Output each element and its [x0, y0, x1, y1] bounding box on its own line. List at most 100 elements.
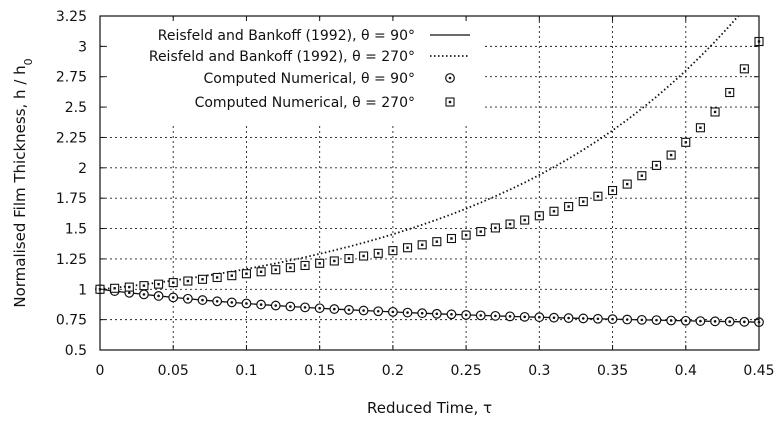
- circle-marker: [387, 306, 398, 317]
- square-marker: [373, 248, 383, 258]
- square-marker: [359, 251, 369, 261]
- circle-marker: [139, 289, 149, 300]
- square-marker: [154, 279, 164, 289]
- axis-ticks: 0 0.05 0.1 0.15 0.2 0.25 0.3 0.35 0.4 0.45 0.5 0.75…: [56, 9, 775, 379]
- square-marker: [549, 206, 559, 216]
- square-marker: [388, 246, 398, 256]
- square-marker: [608, 185, 618, 196]
- circle-marker: [417, 308, 428, 319]
- plot-frame: [99, 15, 760, 351]
- circle-marker: [285, 301, 296, 312]
- square-marker: [300, 260, 310, 271]
- x-tick-label: 0.45: [743, 363, 774, 379]
- square-marker: [344, 253, 354, 264]
- circle-marker: [490, 310, 501, 321]
- x-tick-label: 0.1: [235, 363, 257, 379]
- circle-marker: [695, 316, 706, 326]
- circle-marker: [534, 312, 545, 323]
- series-line-theta-90: [100, 288, 759, 323]
- legend-label: Reisfeld and Bankoff (1992), θ = 270°: [149, 49, 415, 65]
- x-tick-label: 0.05: [158, 363, 189, 379]
- legend-label: Computed Numerical, θ = 270°: [195, 95, 415, 111]
- y-axis-label-subscript: 0: [22, 58, 35, 65]
- circle-marker: [651, 315, 662, 326]
- circle-marker: [622, 314, 633, 325]
- circle-marker: [446, 309, 457, 320]
- circle-marker: [505, 311, 515, 322]
- square-marker: [476, 227, 486, 237]
- y-tick-label: 2.5: [65, 100, 87, 116]
- circle-marker: [256, 299, 266, 310]
- circle-marker: [739, 316, 750, 327]
- circle-marker: [373, 306, 384, 317]
- square-marker: [227, 271, 237, 281]
- square-marker: [197, 274, 208, 284]
- circle-marker: [461, 309, 472, 320]
- square-marker: [315, 258, 325, 268]
- y-tick-label: 3: [78, 39, 87, 55]
- square-marker: [578, 197, 588, 207]
- circle-marker: [329, 304, 340, 314]
- x-tick-label: 0: [96, 363, 105, 379]
- circle-marker: [593, 313, 603, 324]
- y-tick-label: 1.5: [65, 222, 87, 238]
- x-tick-label: 0.3: [528, 363, 550, 379]
- square-marker: [256, 267, 266, 277]
- circle-marker: [549, 312, 559, 323]
- series-line-theta-270: [100, 16, 740, 291]
- square-marker: [593, 191, 603, 201]
- square-marker: [681, 137, 691, 147]
- square-marker: [183, 276, 193, 286]
- square-marker: [725, 87, 735, 98]
- x-tick-label: 0.35: [597, 363, 628, 379]
- square-marker: [271, 265, 281, 275]
- legend-label: Reisfeld and Bankoff (1992), θ = 90°: [158, 28, 415, 44]
- circle-marker: [182, 293, 193, 304]
- y-tick-label: 2: [78, 161, 87, 177]
- circle-marker: [300, 302, 310, 313]
- square-marker: [461, 230, 471, 240]
- y-tick-label: 0.75: [56, 313, 87, 329]
- square-marker: [534, 211, 544, 221]
- square-marker: [637, 171, 647, 181]
- square-marker: [110, 283, 120, 293]
- square-marker: [564, 202, 574, 212]
- y-tick-label: 3.25: [56, 9, 87, 25]
- legend-swatch-circle: [445, 73, 455, 83]
- y-tick-label: 1.25: [56, 252, 87, 268]
- circle-marker: [241, 298, 252, 309]
- square-marker: [651, 160, 662, 170]
- circle-marker: [724, 316, 735, 327]
- legend: Reisfeld and Bankoff (1992), θ = 90° Reis…: [110, 20, 485, 125]
- square-marker: [432, 237, 442, 247]
- square-marker: [139, 281, 149, 291]
- circle-marker: [197, 295, 208, 305]
- circle-marker: [270, 300, 281, 311]
- legend-label: Computed Numerical, θ = 90°: [204, 71, 416, 87]
- y-axis-label: Normalised Film Thickness, h / h0: [11, 58, 35, 307]
- square-marker: [168, 278, 178, 288]
- circle-marker: [680, 315, 691, 326]
- square-marker: [505, 219, 515, 229]
- legend-swatch-square: [445, 97, 455, 107]
- square-marker: [285, 263, 295, 273]
- circle-marker: [666, 315, 677, 326]
- circle-marker: [168, 292, 179, 303]
- x-tick-label: 0.4: [675, 363, 697, 379]
- square-marker: [329, 256, 339, 266]
- circle-marker: [226, 297, 237, 308]
- y-tick-label: 1.75: [56, 191, 87, 207]
- circle-marker: [578, 313, 589, 324]
- square-marker: [417, 240, 427, 250]
- y-axis-label-main: Normalised Film Thickness, h / h: [11, 65, 29, 307]
- square-marker: [520, 215, 530, 225]
- circle-marker: [314, 303, 325, 314]
- circle-marker: [344, 304, 354, 315]
- square-marker: [124, 282, 134, 292]
- circle-marker: [212, 296, 223, 307]
- y-tick-label: 1: [78, 282, 87, 298]
- x-axis-label: Reduced Time, τ: [367, 399, 492, 417]
- square-marker: [739, 64, 749, 74]
- y-tick-label: 2.25: [56, 130, 87, 146]
